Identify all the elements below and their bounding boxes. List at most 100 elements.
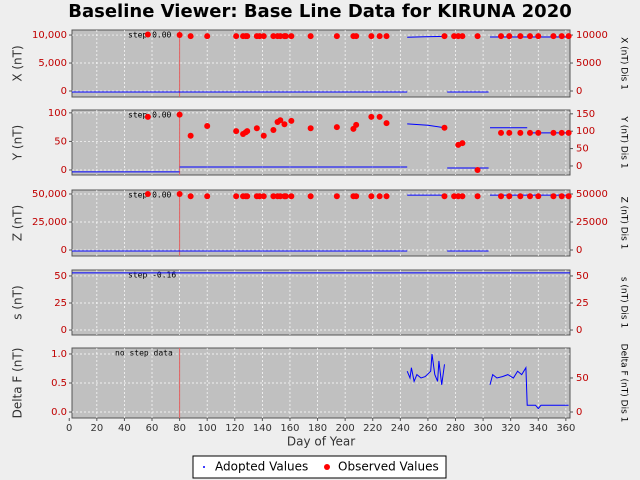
y2-tick-label: 0 xyxy=(576,86,582,97)
x-tick-label: 140 xyxy=(253,423,272,434)
observed-point xyxy=(526,193,533,200)
legend-box xyxy=(192,455,447,479)
observed-point xyxy=(451,33,458,40)
y2-axis-label: s (nT) Dis 1 xyxy=(619,277,629,328)
observed-point xyxy=(307,193,314,200)
observed-point xyxy=(550,129,557,136)
plot-area xyxy=(71,29,571,98)
y2-tick-label: 5000 xyxy=(576,58,601,69)
observed-point xyxy=(441,193,448,200)
y2-tick-label: 50000 xyxy=(576,189,608,200)
legend-marker xyxy=(203,466,205,468)
observed-point xyxy=(233,128,240,135)
observed-point xyxy=(256,33,263,40)
observed-point xyxy=(550,193,557,200)
observed-point xyxy=(558,193,565,200)
observed-point xyxy=(376,33,383,40)
x-tick-label: 120 xyxy=(225,423,244,434)
observed-point xyxy=(176,111,183,118)
observed-point xyxy=(176,190,183,197)
observed-point xyxy=(517,33,524,40)
observed-point xyxy=(451,193,458,200)
y-tick-label: 0.0 xyxy=(51,407,67,418)
x-tick-label: 160 xyxy=(280,423,299,434)
y2-tick-label: 150 xyxy=(576,109,595,120)
observed-point xyxy=(144,113,151,120)
observed-point xyxy=(277,33,284,40)
y-tick-label: 10,000 xyxy=(32,30,67,41)
observed-point xyxy=(383,33,390,40)
observed-point xyxy=(506,33,513,40)
y2-axis-label: Delta F (nT) Dis 1 xyxy=(619,344,629,423)
observed-point xyxy=(558,33,565,40)
observed-point xyxy=(282,193,289,200)
observed-point xyxy=(506,193,513,200)
step-label: step -0.16 xyxy=(128,271,176,280)
observed-point xyxy=(455,33,462,40)
y-tick-label: 0 xyxy=(61,86,67,97)
observed-point xyxy=(282,33,289,40)
observed-point xyxy=(187,33,194,40)
y2-tick-label: 25000 xyxy=(576,217,608,228)
observed-point xyxy=(526,33,533,40)
observed-point xyxy=(441,124,448,131)
y2-tick-label: 50 xyxy=(576,271,589,282)
plot-area xyxy=(71,189,571,257)
y2-tick-label: 0 xyxy=(576,161,582,172)
observed-point xyxy=(288,33,295,40)
observed-point xyxy=(474,166,481,173)
x-tick-label: 220 xyxy=(363,423,382,434)
y2-tick-label: 0 xyxy=(576,325,582,336)
y2-tick-label: 0 xyxy=(576,245,582,256)
chart-title: Baseline Viewer: Base Line Data for KIRU… xyxy=(68,1,572,22)
observed-point xyxy=(565,129,572,136)
observed-point xyxy=(281,121,288,128)
observed-point xyxy=(270,126,277,133)
legend-label: Adopted Values xyxy=(215,460,308,474)
x-tick-label: 340 xyxy=(529,423,548,434)
x-tick-label: 20 xyxy=(90,423,103,434)
y2-tick-label: 100 xyxy=(576,126,595,137)
adopted-line xyxy=(406,354,569,410)
observed-point xyxy=(558,129,565,136)
observed-point xyxy=(144,31,151,38)
observed-point xyxy=(204,193,211,200)
x-tick-label: 360 xyxy=(556,423,575,434)
observed-point xyxy=(307,125,314,132)
x-tick-label: 280 xyxy=(446,423,465,434)
observed-point xyxy=(277,117,284,124)
y-axis-label: s (nT) xyxy=(11,285,25,319)
observed-point xyxy=(187,193,194,200)
observed-point xyxy=(333,124,340,131)
legend-marker xyxy=(324,464,330,470)
observed-point xyxy=(383,120,390,127)
y2-tick-label: 0 xyxy=(576,407,582,418)
y-tick-label: 0.5 xyxy=(51,378,67,389)
observed-point xyxy=(288,117,295,124)
observed-point xyxy=(368,113,375,120)
y2-tick-label: 50 xyxy=(576,373,589,384)
observed-point xyxy=(288,193,295,200)
y-tick-label: 50 xyxy=(54,271,67,282)
y-tick-label: 0 xyxy=(61,245,67,256)
observed-point xyxy=(498,129,505,136)
observed-point xyxy=(260,33,267,40)
observed-point xyxy=(474,193,481,200)
observed-point xyxy=(376,113,383,120)
adopted-line xyxy=(72,123,570,173)
observed-point xyxy=(253,125,260,132)
observed-point xyxy=(368,33,375,40)
observed-point xyxy=(277,193,284,200)
observed-point xyxy=(455,193,462,200)
y2-tick-label: 50 xyxy=(576,144,589,155)
y-tick-label: 100 xyxy=(48,108,67,119)
observed-point xyxy=(244,33,251,40)
observed-point xyxy=(144,190,151,197)
observed-point xyxy=(441,33,448,40)
x-axis-label: Day of Year xyxy=(287,435,355,449)
y2-axis-label: Y (nT) Dis 1 xyxy=(619,115,629,168)
observed-point xyxy=(506,129,513,136)
observed-point xyxy=(233,33,240,40)
observed-point xyxy=(244,193,251,200)
plot-area xyxy=(71,109,571,176)
